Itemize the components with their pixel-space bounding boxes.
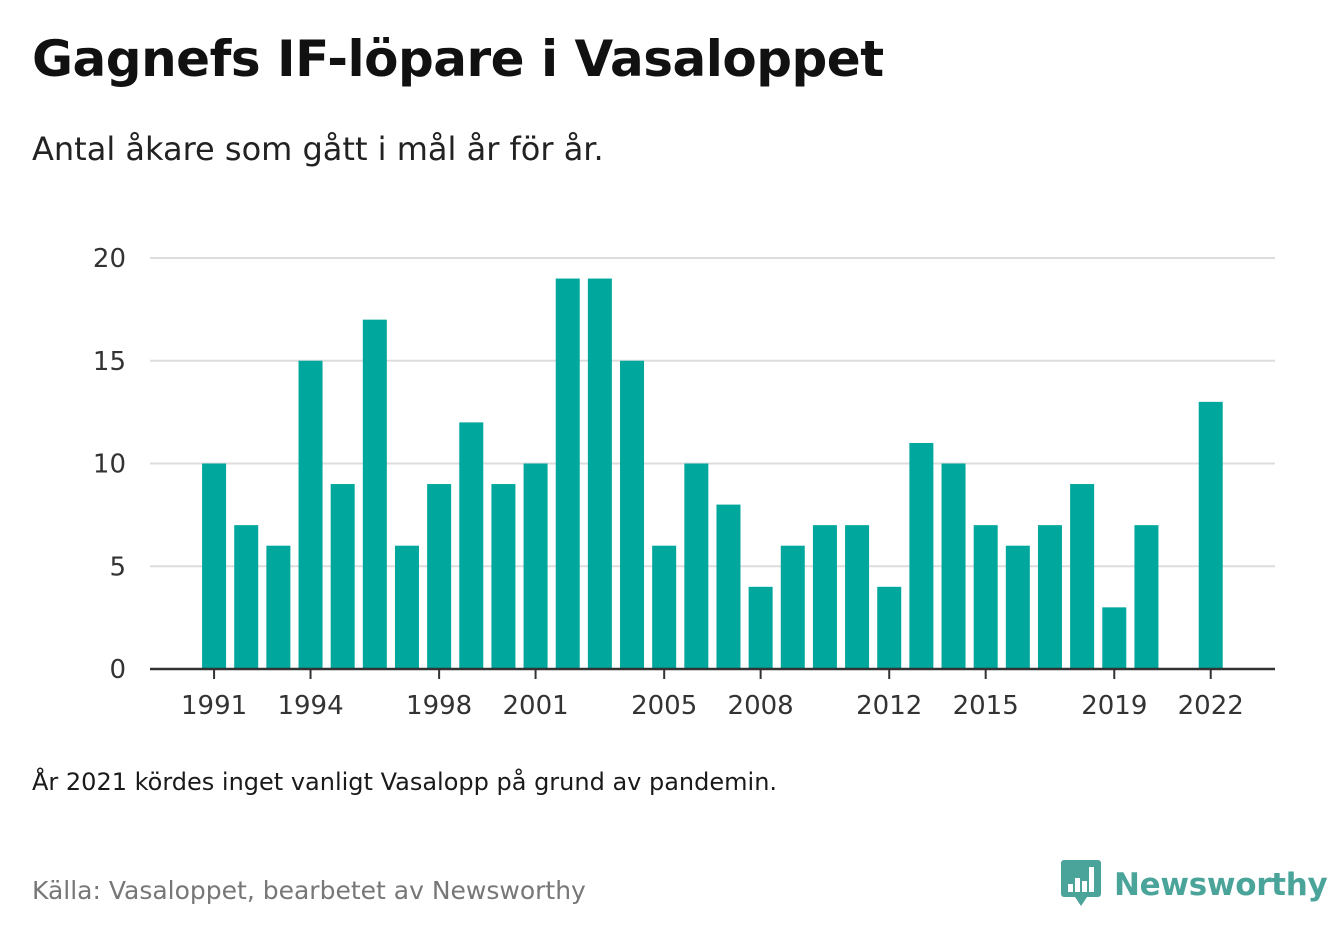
bar-2012[interactable] xyxy=(877,586,902,669)
bar-2018[interactable] xyxy=(1070,484,1095,669)
chart-subtitle: Antal åkare som gått i mål år för år. xyxy=(32,130,604,168)
bar-2008[interactable] xyxy=(748,586,773,669)
bar-1996[interactable] xyxy=(362,319,387,669)
x-tick-label: 2012 xyxy=(856,691,922,721)
bar-1991[interactable] xyxy=(202,463,227,670)
bar-2005[interactable] xyxy=(652,545,677,669)
x-tick-label: 2001 xyxy=(502,691,568,721)
y-tick-label: 5 xyxy=(109,552,126,582)
bar-1999[interactable] xyxy=(459,422,484,669)
bar-2013[interactable] xyxy=(909,442,934,669)
bar-2004[interactable] xyxy=(620,360,645,669)
chart-footnote: År 2021 kördes inget vanligt Vasalopp på… xyxy=(32,768,778,796)
x-tick-label: 2008 xyxy=(728,691,794,721)
y-tick-label: 10 xyxy=(93,450,126,480)
bar-2011[interactable] xyxy=(845,525,870,669)
x-tick-label: 2005 xyxy=(631,691,697,721)
y-tick-label: 15 xyxy=(93,347,126,377)
bar-2003[interactable] xyxy=(587,278,612,669)
y-tick-label: 0 xyxy=(109,655,126,685)
x-tick-label: 2019 xyxy=(1081,691,1147,721)
bar-2000[interactable] xyxy=(491,484,516,669)
bar-1994[interactable] xyxy=(298,360,323,669)
x-tick-label: 1991 xyxy=(181,691,247,721)
bar-2002[interactable] xyxy=(555,278,580,669)
newsworthy-logo-icon xyxy=(1060,858,1102,912)
x-tick-label: 1994 xyxy=(277,691,343,721)
brand-logo[interactable]: Newsworthy xyxy=(1060,858,1328,912)
bar-2010[interactable] xyxy=(812,525,837,669)
x-tick-label: 2022 xyxy=(1178,691,1244,721)
bar-1998[interactable] xyxy=(427,484,452,669)
bar-2016[interactable] xyxy=(1005,545,1030,669)
bar-1995[interactable] xyxy=(330,484,355,669)
x-tick-label: 2015 xyxy=(953,691,1019,721)
bar-2019[interactable] xyxy=(1102,607,1127,669)
bar-2006[interactable] xyxy=(684,463,709,670)
bar-2009[interactable] xyxy=(780,545,805,669)
bar-1997[interactable] xyxy=(394,545,419,669)
bar-1992[interactable] xyxy=(234,525,259,669)
chart-title: Gagnefs IF-löpare i Vasaloppet xyxy=(32,30,884,88)
bar-2017[interactable] xyxy=(1037,525,1062,669)
y-tick-label: 20 xyxy=(93,244,126,274)
brand-name: Newsworthy xyxy=(1114,867,1328,903)
bar-2001[interactable] xyxy=(523,463,548,670)
bar-1993[interactable] xyxy=(266,545,291,669)
bar-2015[interactable] xyxy=(973,525,998,669)
bars xyxy=(202,278,1223,670)
bar-2007[interactable] xyxy=(716,504,741,669)
axes: 0 5 10 15 20 1991 1994 1998 2001 2005 2008 2012 2015… xyxy=(93,244,1275,721)
x-tick-label: 1998 xyxy=(406,691,472,721)
bar-2020[interactable] xyxy=(1134,525,1159,669)
bar-2014[interactable] xyxy=(941,463,966,670)
source-credit: Källa: Vasaloppet, bearbetet av Newswort… xyxy=(32,876,586,905)
bar-2022[interactable] xyxy=(1198,401,1223,669)
